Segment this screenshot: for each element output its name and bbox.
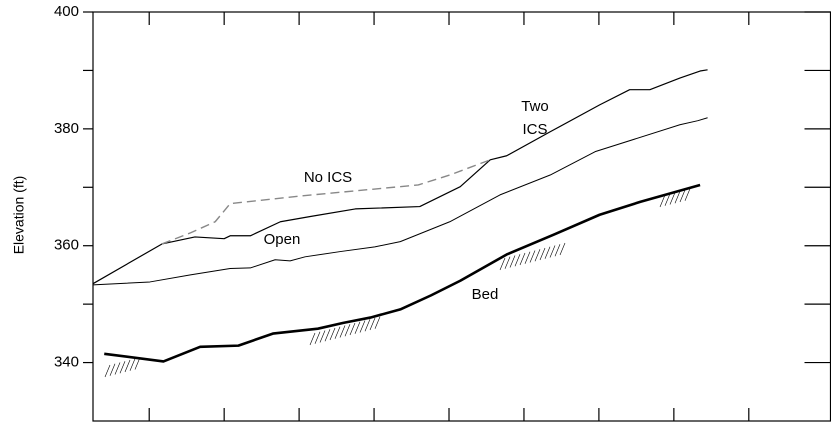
hatch (550, 246, 555, 258)
hatch (520, 253, 525, 265)
hatch (120, 361, 125, 373)
series-label: No ICS (304, 169, 352, 186)
hatch (685, 189, 690, 201)
hatch (330, 328, 335, 340)
hatch (125, 360, 130, 372)
hatch (350, 323, 355, 335)
hatch (340, 326, 345, 338)
hatch (105, 365, 110, 377)
hatch (680, 190, 685, 202)
hatch (560, 243, 565, 255)
y-tick-label: 360 (54, 237, 79, 254)
hatch (525, 252, 530, 264)
hatch (530, 251, 535, 263)
hatch (510, 256, 515, 268)
y-tick-label: 380 (54, 120, 79, 137)
series-label: Bed (472, 286, 499, 303)
hatch (535, 249, 540, 261)
hatch (310, 333, 315, 345)
series-line (104, 185, 700, 361)
hatch (505, 257, 510, 269)
hatch (355, 322, 360, 334)
chart: Elevation (ft) 340 360 380 400 TwoICS No ICS O… (0, 0, 831, 423)
series-line (93, 118, 708, 285)
y-tick-label: 340 (54, 354, 79, 371)
hatch (370, 318, 375, 330)
hatch (345, 324, 350, 336)
hatch (500, 258, 505, 270)
hatch (110, 364, 115, 376)
y-axis-label: Elevation (ft) (11, 176, 27, 255)
plot-frame (93, 12, 831, 421)
hatch (315, 332, 320, 344)
hatch (515, 254, 520, 266)
hatch (320, 331, 325, 343)
hatch (375, 317, 380, 329)
series-line (93, 70, 708, 284)
y-tick-label: 400 (54, 3, 79, 20)
hatch (540, 248, 545, 260)
hatch (335, 327, 340, 339)
hatch (115, 363, 120, 375)
series-label: Open (264, 231, 301, 248)
hatch (555, 244, 560, 256)
hatch (130, 359, 135, 371)
hatch (360, 321, 365, 333)
hatch (325, 329, 330, 341)
hatch (365, 319, 370, 331)
hatch (545, 247, 550, 259)
